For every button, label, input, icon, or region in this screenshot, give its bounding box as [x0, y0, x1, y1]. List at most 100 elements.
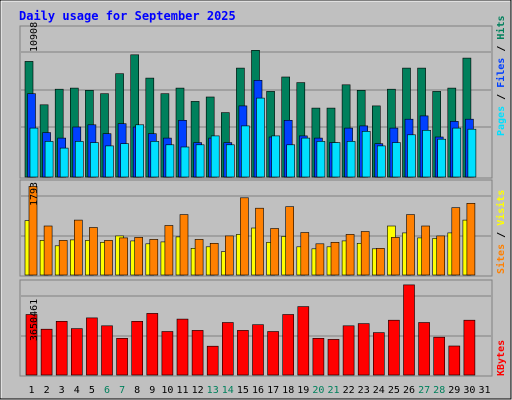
- legend-kbytes-group: KBytes: [496, 340, 507, 376]
- x-tick-label: 26: [403, 385, 415, 396]
- x-tick-label: 14: [222, 385, 234, 396]
- bar-pages: [422, 130, 431, 178]
- x-tick-label: 12: [192, 385, 204, 396]
- bar-sites: [451, 207, 461, 276]
- bar-sites: [28, 186, 38, 276]
- x-tick-label: 29: [448, 385, 460, 396]
- bar-pages: [392, 142, 401, 178]
- bar-kbytes: [252, 324, 264, 376]
- bar-kbytes: [206, 345, 219, 376]
- bar-kbytes: [86, 317, 98, 376]
- x-tick-label: 2: [44, 385, 50, 396]
- bar-pages: [195, 144, 205, 178]
- bar-kbytes: [418, 322, 430, 376]
- legend-visits: Visits: [495, 190, 507, 226]
- legend-hits: Hits: [495, 16, 507, 40]
- x-tick-label: 8: [134, 385, 140, 396]
- x-tick-label: 18: [282, 385, 294, 396]
- bar-kbytes: [327, 339, 340, 376]
- x-tick-label: 17: [267, 385, 279, 396]
- bar-pages: [467, 128, 477, 178]
- bar-sites: [300, 232, 310, 276]
- bar-sites: [209, 243, 219, 276]
- legend-line-2: Sites / Visits: [495, 190, 507, 274]
- legend-sites: Sites: [495, 244, 507, 274]
- bar-kbytes: [71, 328, 83, 376]
- legend-hits-files-pages: Pages / Files / Hits: [495, 16, 507, 137]
- x-tick-label: 22: [343, 385, 355, 396]
- y-tick-label-kbytes: 3650461: [29, 299, 40, 341]
- bar-sites: [391, 237, 400, 276]
- legend-kbytes: KBytes: [496, 340, 507, 376]
- bar-kbytes: [25, 314, 38, 376]
- legend-separator: /: [496, 46, 507, 52]
- bar-kbytes: [116, 337, 128, 376]
- x-tick-label: 31: [478, 385, 490, 396]
- bar-sites: [240, 197, 249, 276]
- bar-pages: [75, 141, 84, 178]
- bar-sites: [345, 234, 355, 276]
- bar-kbytes: [237, 330, 249, 376]
- legend-files: Files: [495, 58, 507, 88]
- x-tick-label: 13: [207, 385, 219, 396]
- bar-kbytes: [342, 325, 355, 376]
- bar-sites: [285, 206, 295, 276]
- x-tick-label: 16: [252, 385, 264, 396]
- bar-kbytes: [146, 313, 159, 376]
- bar-kbytes: [448, 345, 461, 376]
- bar-pages: [271, 135, 280, 178]
- bar-kbytes: [312, 337, 325, 376]
- x-tick-label: 30: [463, 385, 475, 396]
- bar-sites: [179, 214, 189, 276]
- bar-sites: [89, 227, 98, 276]
- x-tick-label: 19: [297, 385, 309, 396]
- x-tick-label: 28: [433, 385, 445, 396]
- x-tick-label: 20: [312, 385, 324, 396]
- bar-sites: [270, 228, 279, 276]
- bar-pages: [59, 147, 69, 178]
- bar-pages: [180, 146, 190, 178]
- x-tick-label: 15: [237, 385, 249, 396]
- bar-pages: [316, 141, 326, 178]
- legend-separator: /: [496, 232, 507, 238]
- bar-sites: [58, 240, 68, 276]
- x-tick-label: 1: [28, 385, 34, 396]
- x-tick-label: 7: [119, 385, 125, 396]
- bar-kbytes: [357, 323, 370, 376]
- bar-pages: [286, 144, 296, 178]
- bar-pages: [376, 145, 386, 178]
- x-axis-labels: 1 2 3 4 5 6 7 8 9 10 11 12 13 14 15 16 17 18 19 20 21 22 23 24 2…: [28, 385, 490, 396]
- x-tick-label: 9: [149, 385, 155, 396]
- bar-sites: [225, 235, 234, 276]
- bar-sites: [134, 237, 143, 276]
- bar-sites: [360, 231, 370, 276]
- bar-pages: [331, 142, 341, 178]
- y-tick-label-hits: 10908: [29, 22, 40, 52]
- bar-kbytes: [403, 284, 415, 376]
- bar-kbytes: [297, 306, 310, 376]
- bar-kbytes: [55, 320, 68, 376]
- bar-kbytes: [176, 318, 189, 376]
- bar-sites: [406, 214, 415, 276]
- bar-pages: [301, 137, 311, 178]
- bar-pages: [256, 97, 265, 178]
- bar-pages: [150, 141, 160, 178]
- bar-pages: [241, 125, 250, 178]
- bar-kbytes: [101, 325, 113, 376]
- bar-kbytes: [433, 336, 446, 376]
- x-tick-label: 27: [418, 385, 430, 396]
- bar-kbytes: [388, 319, 400, 376]
- bar-pages: [226, 144, 235, 178]
- bar-pages: [135, 124, 144, 178]
- x-tick-label: 10: [161, 385, 173, 396]
- x-tick-label: 11: [176, 385, 188, 396]
- y-tick-label-visits: 1793: [29, 182, 40, 206]
- bar-sites: [255, 207, 264, 276]
- bar-sites: [330, 242, 340, 276]
- bar-sites: [43, 225, 53, 276]
- bar-sites: [375, 248, 385, 276]
- bar-sites: [104, 240, 113, 276]
- bar-pages: [165, 144, 175, 178]
- x-tick-label: 6: [104, 385, 110, 396]
